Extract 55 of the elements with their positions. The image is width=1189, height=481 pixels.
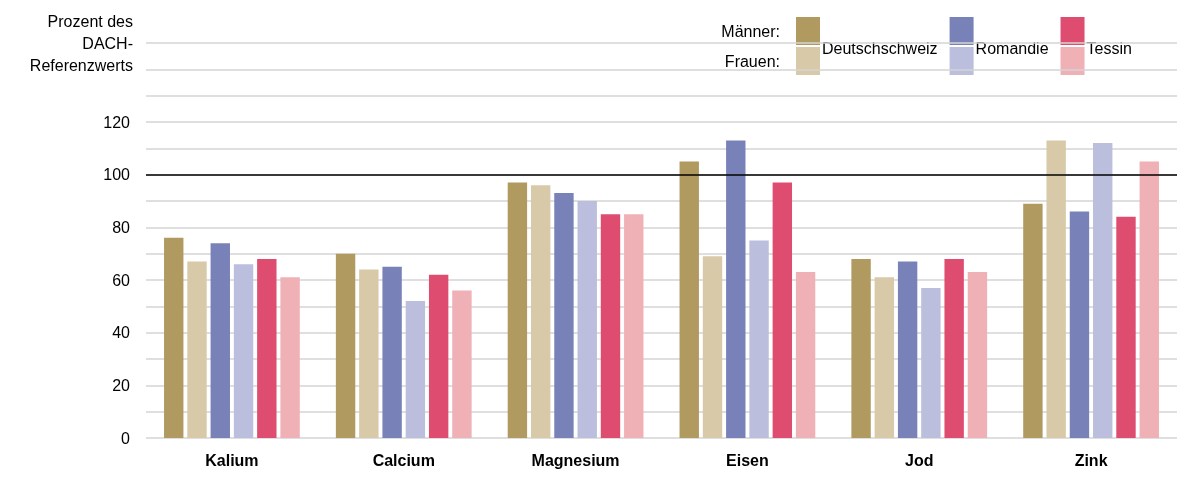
x-tick-label: Zink: [1074, 451, 1108, 469]
x-tick-label: Calcium: [372, 451, 435, 469]
bar: [187, 261, 207, 438]
bar: [280, 277, 300, 438]
bar: [1023, 203, 1043, 438]
bar: [335, 253, 356, 438]
bar: [600, 214, 621, 438]
bar: [1046, 140, 1066, 438]
y-tick-label: 80: [112, 218, 131, 236]
annotation: Frauen:: [724, 52, 780, 70]
bar: [405, 301, 426, 438]
legend-label: Tessin: [1086, 39, 1132, 57]
bar: [772, 182, 793, 438]
y-tick-label: 100: [103, 166, 131, 184]
bar: [874, 277, 895, 438]
bar: [164, 237, 184, 438]
bar: [679, 161, 699, 438]
bar: [382, 266, 402, 438]
bar: [1093, 143, 1113, 438]
y-tick-label: 120: [103, 113, 131, 131]
bar: [851, 258, 871, 438]
bar: [530, 185, 551, 438]
legend-label: Romandie: [975, 39, 1049, 57]
bar: [507, 182, 528, 438]
bar: [428, 274, 449, 438]
bar: [624, 214, 644, 438]
bar: [726, 140, 746, 438]
bar: [554, 193, 574, 438]
bar: [1069, 211, 1090, 438]
bar: [749, 240, 769, 438]
y-axis-title: Prozent des DACH-Referenzwerts: [29, 12, 133, 74]
bar: [921, 287, 941, 438]
bar: [233, 264, 254, 438]
bar: [897, 261, 918, 438]
bar: [1116, 216, 1136, 438]
bar: [944, 258, 964, 438]
legend-label: Deutschschweiz: [822, 39, 938, 57]
bar: [1139, 161, 1159, 438]
x-tick-label: Jod: [905, 451, 934, 469]
text: Männer:: [721, 22, 780, 40]
y-tick-label: 60: [112, 271, 131, 289]
x-tick-label: Magnesium: [531, 451, 620, 469]
bar: [257, 258, 277, 438]
bar: [452, 290, 472, 438]
y-tick-label: 20: [112, 376, 131, 394]
x-tick-label: Kalium: [205, 451, 259, 469]
bar: [210, 243, 230, 438]
y-tick-label: 40: [112, 324, 131, 342]
x-tick-label: Eisen: [726, 451, 769, 469]
y-tick-label: 0: [121, 429, 131, 447]
bar: [702, 256, 723, 438]
bar: [795, 272, 816, 438]
bar: [359, 269, 379, 438]
bar: [577, 201, 597, 438]
bar: [967, 272, 988, 438]
